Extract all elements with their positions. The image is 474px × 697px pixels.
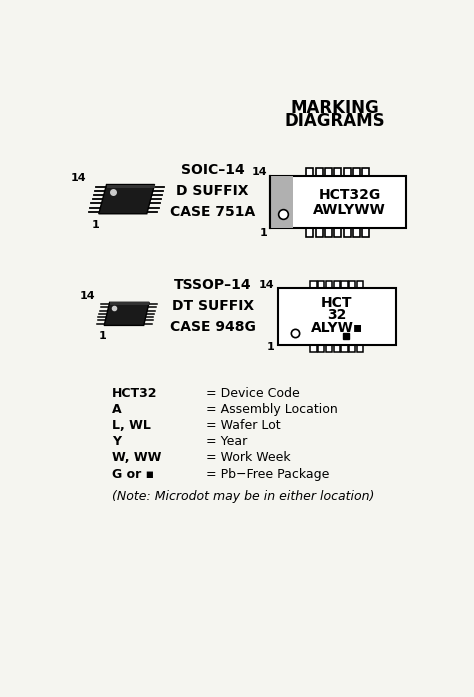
Bar <box>325 229 332 237</box>
Text: (Note: Microdot may be in either location): (Note: Microdot may be in either locatio… <box>112 490 374 503</box>
Bar <box>270 176 406 229</box>
Bar <box>349 345 356 351</box>
Bar <box>353 167 360 176</box>
Bar <box>310 345 317 351</box>
Bar <box>341 281 347 288</box>
Text: 14: 14 <box>259 280 275 290</box>
Text: MARKING: MARKING <box>290 99 379 117</box>
Bar <box>341 345 347 351</box>
Text: AWLYWW: AWLYWW <box>313 203 386 217</box>
Polygon shape <box>104 302 149 325</box>
Bar <box>326 281 332 288</box>
Text: 1: 1 <box>99 331 107 341</box>
Bar <box>310 281 317 288</box>
Bar <box>316 229 323 237</box>
Bar <box>334 281 340 288</box>
Bar <box>362 229 369 237</box>
Bar <box>318 345 324 351</box>
Bar <box>307 167 313 176</box>
Bar <box>334 167 341 176</box>
Bar <box>326 345 332 351</box>
Text: W, WW: W, WW <box>112 452 161 464</box>
Text: ALYW▪: ALYW▪ <box>310 321 363 335</box>
Text: 14: 14 <box>79 291 95 301</box>
Bar <box>278 288 396 345</box>
Text: 1: 1 <box>92 220 100 230</box>
Polygon shape <box>99 185 155 214</box>
Text: = Work Week: = Work Week <box>207 452 291 464</box>
Text: TSSOP–14
DT SUFFIX
CASE 948G: TSSOP–14 DT SUFFIX CASE 948G <box>170 278 255 335</box>
Text: A: A <box>112 403 121 416</box>
Text: 1: 1 <box>259 228 267 238</box>
Text: 14: 14 <box>71 173 86 183</box>
Bar <box>307 229 313 237</box>
Bar <box>325 167 332 176</box>
Bar <box>334 345 340 351</box>
Text: SOIC–14
D SUFFIX
CASE 751A: SOIC–14 D SUFFIX CASE 751A <box>170 162 255 219</box>
Bar <box>349 281 356 288</box>
Bar <box>353 229 360 237</box>
Text: = Pb−Free Package: = Pb−Free Package <box>207 468 330 480</box>
Text: G or ▪: G or ▪ <box>112 468 154 480</box>
Text: = Year: = Year <box>207 435 248 448</box>
Text: = Assembly Location: = Assembly Location <box>207 403 338 416</box>
Text: = Device Code: = Device Code <box>207 387 300 399</box>
Bar <box>318 281 324 288</box>
Text: HCT: HCT <box>321 296 353 310</box>
Text: 32: 32 <box>327 308 346 323</box>
Text: HCT32G: HCT32G <box>318 187 381 201</box>
Text: 1: 1 <box>267 342 275 353</box>
Text: 14: 14 <box>251 167 267 177</box>
Text: = Wafer Lot: = Wafer Lot <box>207 419 281 432</box>
Text: HCT32: HCT32 <box>112 387 157 399</box>
Bar <box>334 229 341 237</box>
Text: Y: Y <box>112 435 121 448</box>
Bar <box>344 167 351 176</box>
Text: L, WL: L, WL <box>112 419 151 432</box>
Polygon shape <box>107 185 155 188</box>
Bar <box>357 281 363 288</box>
Text: DIAGRAMS: DIAGRAMS <box>284 112 385 130</box>
Bar <box>344 229 351 237</box>
Bar <box>316 167 323 176</box>
Bar <box>362 167 369 176</box>
Polygon shape <box>109 302 149 305</box>
Bar <box>270 176 293 229</box>
Bar <box>357 345 363 351</box>
